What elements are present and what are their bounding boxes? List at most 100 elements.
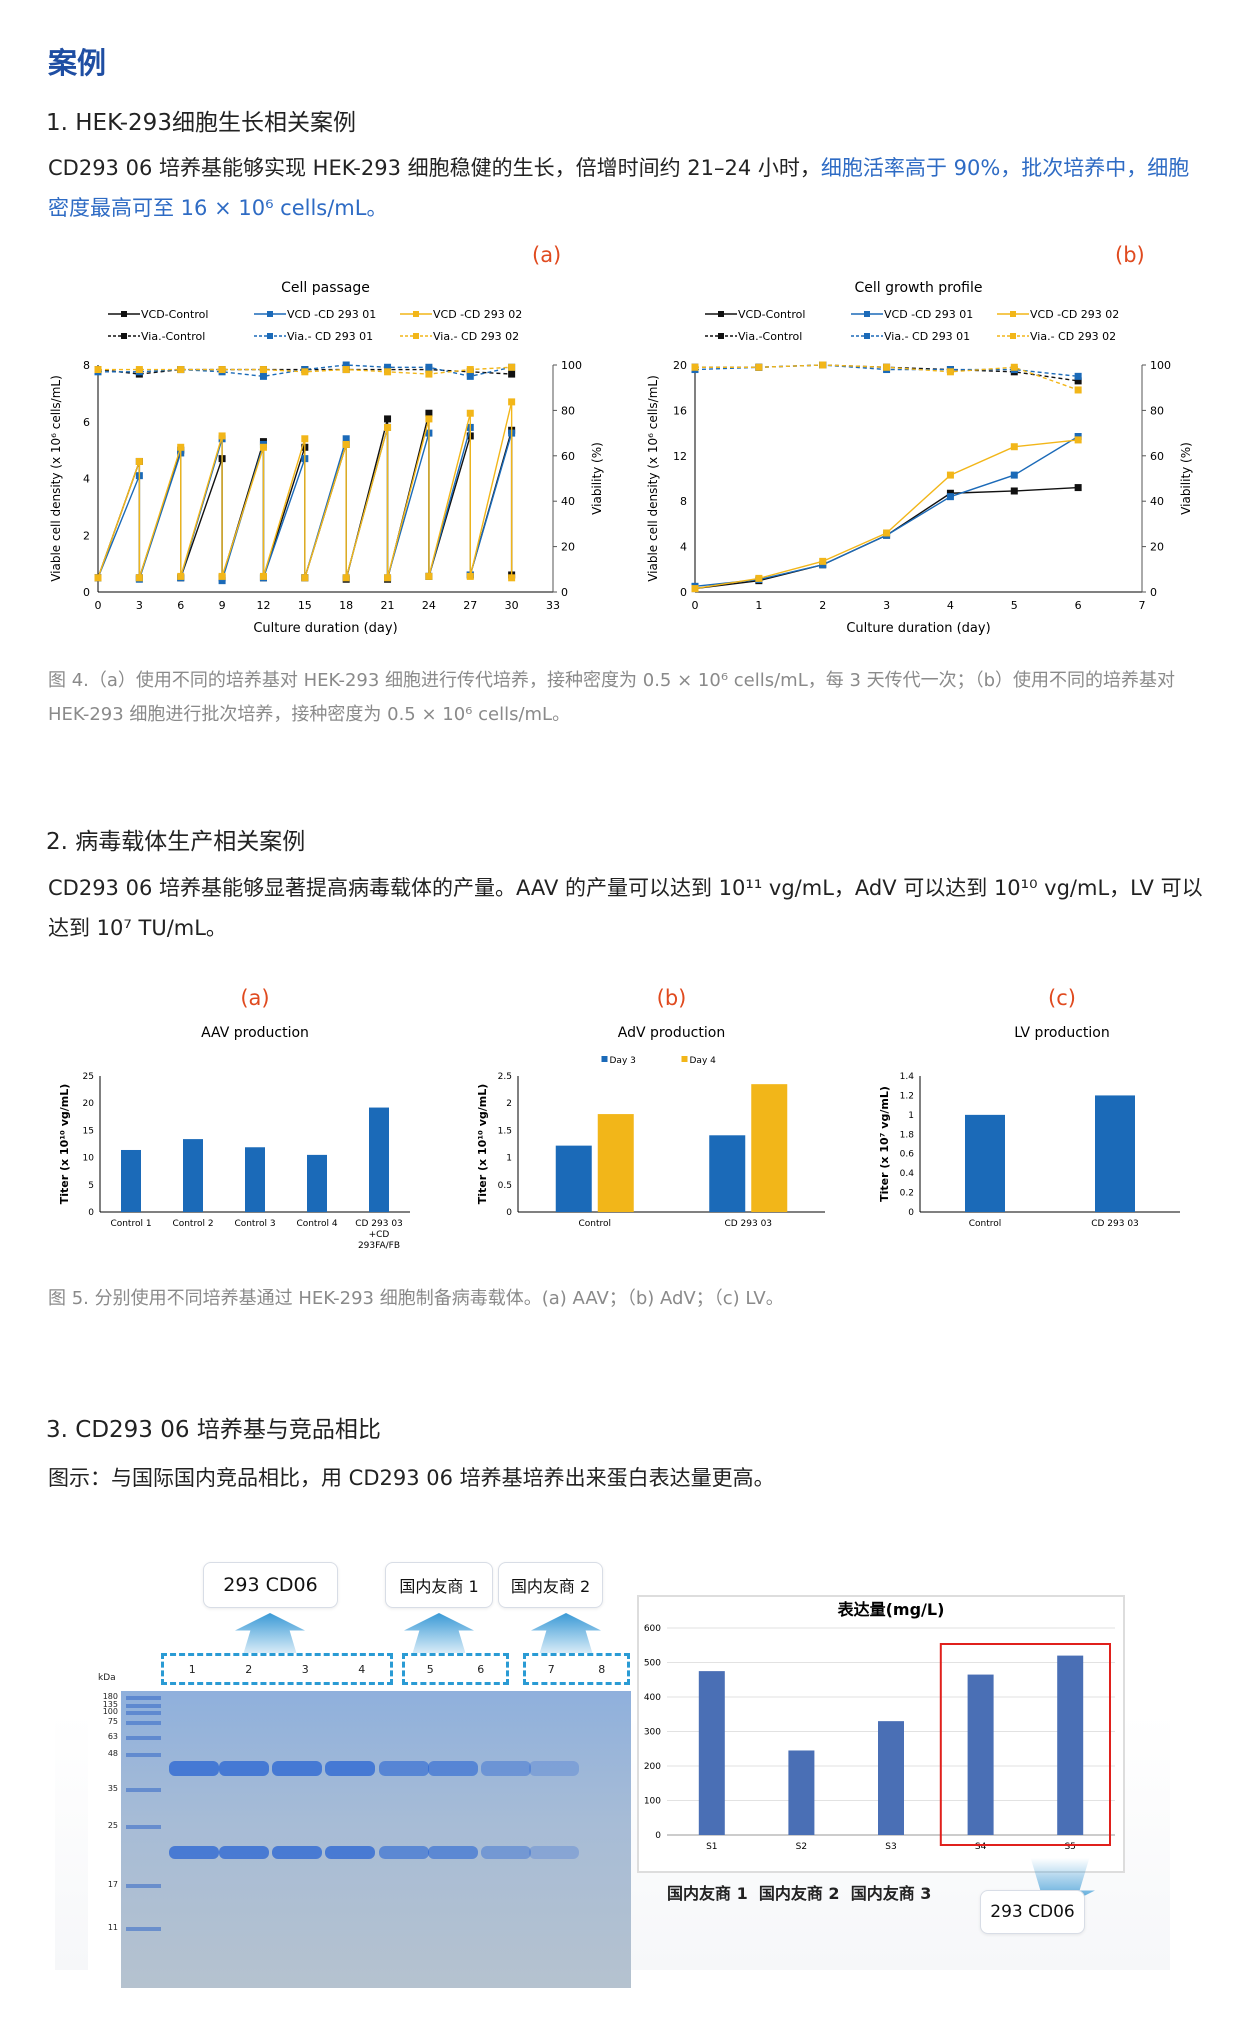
data-point	[1074, 372, 1082, 380]
chart-title: LV production	[1014, 1025, 1109, 1041]
legend-marker	[1010, 333, 1016, 339]
aav-production-chart: (a) AAV production 0 5 10 15 20 25 Titer (x 10¹⁰…	[58, 986, 410, 1251]
y-axis-title: Viable cell density (x 10⁶ cells/mL)	[646, 375, 660, 582]
y-tick-label: 1.4	[900, 1072, 915, 1082]
data-point	[425, 370, 433, 378]
y-tick-label: 100	[644, 1797, 661, 1807]
x-tick-label: S5	[1064, 1842, 1075, 1852]
data-point	[508, 363, 516, 371]
data-point	[1074, 436, 1082, 444]
legend-label: Via.- CD 293 01	[287, 330, 373, 343]
protein-band	[169, 1761, 219, 1776]
y-tick-label: 0.4	[900, 1169, 915, 1179]
data-point	[466, 572, 474, 580]
data-point	[384, 574, 392, 582]
chart-title: AAV production	[201, 1025, 309, 1041]
data-point	[218, 432, 226, 440]
y2-tick-label: 40	[561, 495, 575, 508]
chart-title: Cell passage	[281, 280, 370, 296]
data-point	[342, 366, 350, 374]
bar-control-2	[183, 1139, 203, 1212]
panel-label: (c)	[1048, 986, 1076, 1010]
ladder-band	[126, 1788, 161, 1792]
x-tick-label: Control 1	[110, 1219, 151, 1229]
x-tick-label: S4	[975, 1842, 987, 1852]
y-axis-title: Viable cell density (x 10⁶ cells/mL)	[49, 375, 63, 582]
kda-label: kDa	[98, 1673, 116, 1683]
protein-band	[428, 1761, 478, 1776]
x-tick-label: 21	[381, 599, 395, 612]
highlight-box	[939, 1643, 1111, 1846]
data-point	[384, 363, 392, 371]
data-point	[466, 372, 474, 380]
protein-band	[529, 1846, 579, 1859]
x-tick-label: Control 3	[234, 1219, 275, 1229]
y-tick-label: 400	[644, 1693, 661, 1703]
protein-band	[325, 1846, 375, 1859]
legend-marker	[601, 1056, 608, 1062]
data-point	[135, 366, 143, 374]
section-2-paragraph: CD293 06 培养基能够显著提高病毒载体的产量。AAV 的产量可以达到 10…	[48, 876, 1203, 940]
legend-marker	[267, 311, 273, 317]
data-point	[1074, 484, 1082, 492]
ladder-band	[126, 1704, 161, 1708]
protein-band	[481, 1846, 531, 1859]
y-tick-label: 16	[673, 404, 687, 417]
panel-label: (a)	[532, 243, 561, 267]
protein-band	[219, 1761, 269, 1776]
protein-band	[379, 1846, 429, 1859]
paragraph-highlight: 细胞活率高于 90%，批次培养中，细胞密度最高可至 16 × 10⁶ cells…	[48, 156, 1190, 220]
bar-s4	[967, 1674, 994, 1835]
data-point	[508, 398, 516, 406]
data-point	[1010, 487, 1018, 495]
x-tick-label: S3	[885, 1842, 896, 1852]
cell-growth-chart: (b) Cell growth profile VCD-Control VCD -CD…	[646, 243, 1193, 636]
data-point	[425, 572, 433, 580]
x-tick-label: CD 293 03 +CD 293FA/FB	[355, 1219, 403, 1251]
data-point	[1074, 377, 1082, 385]
legend-label: VCD -CD 293 02	[433, 308, 522, 321]
x-tick-label: 18	[339, 599, 353, 612]
label-box-competitor-2: 国内友商 2	[498, 1562, 603, 1608]
y2-tick-label: 20	[561, 541, 575, 554]
data-point	[883, 529, 891, 537]
bar-control-4	[307, 1154, 327, 1212]
y2-axis-title: Viability (%)	[590, 442, 604, 515]
legend-label: Via.-Control	[141, 330, 205, 343]
bar-s5	[1057, 1655, 1084, 1835]
series-line	[694, 435, 1079, 588]
y2-tick-label: 20	[1150, 541, 1164, 554]
legend-label: VCD-Control	[738, 308, 805, 321]
y-tick-label: 12	[673, 450, 687, 463]
lane-label: 5	[426, 1662, 434, 1676]
legend-marker	[681, 1056, 688, 1062]
data-point	[466, 409, 474, 417]
y2-tick-label: 40	[1150, 495, 1164, 508]
data-point	[946, 368, 954, 376]
y-tick-label: 2.5	[498, 1072, 512, 1082]
y2-tick-label: 60	[561, 450, 575, 463]
y-tick-label: 0	[88, 1208, 94, 1218]
data-point	[425, 409, 433, 417]
y-tick-label: 15	[83, 1126, 94, 1136]
panel-label: (b)	[657, 986, 687, 1010]
legend-marker	[121, 333, 127, 339]
y-tick-label: 0	[680, 586, 687, 599]
legend-label: Via.- CD 293 02	[1030, 330, 1116, 343]
y-tick-label: 1	[908, 1111, 914, 1121]
chart-title: 表达量(mg/L)	[837, 1600, 945, 1619]
ladder-band	[126, 1927, 161, 1931]
series-line	[98, 364, 512, 378]
section-3-paragraph: 图示：与国际国内竞品相比，用 CD293 06 培养基培养出来蛋白表达量更高。	[48, 1466, 775, 1490]
ladder-band	[126, 1711, 161, 1715]
data-point	[135, 457, 143, 465]
bar-control	[555, 1145, 592, 1212]
x-tick-label: 5	[1011, 599, 1018, 612]
bar-cd-293-03	[1095, 1095, 1135, 1212]
x-tick-label: 7	[1139, 599, 1146, 612]
protein-band	[529, 1761, 579, 1776]
kda-marker-label: 48	[107, 1749, 118, 1758]
data-point	[384, 423, 392, 431]
